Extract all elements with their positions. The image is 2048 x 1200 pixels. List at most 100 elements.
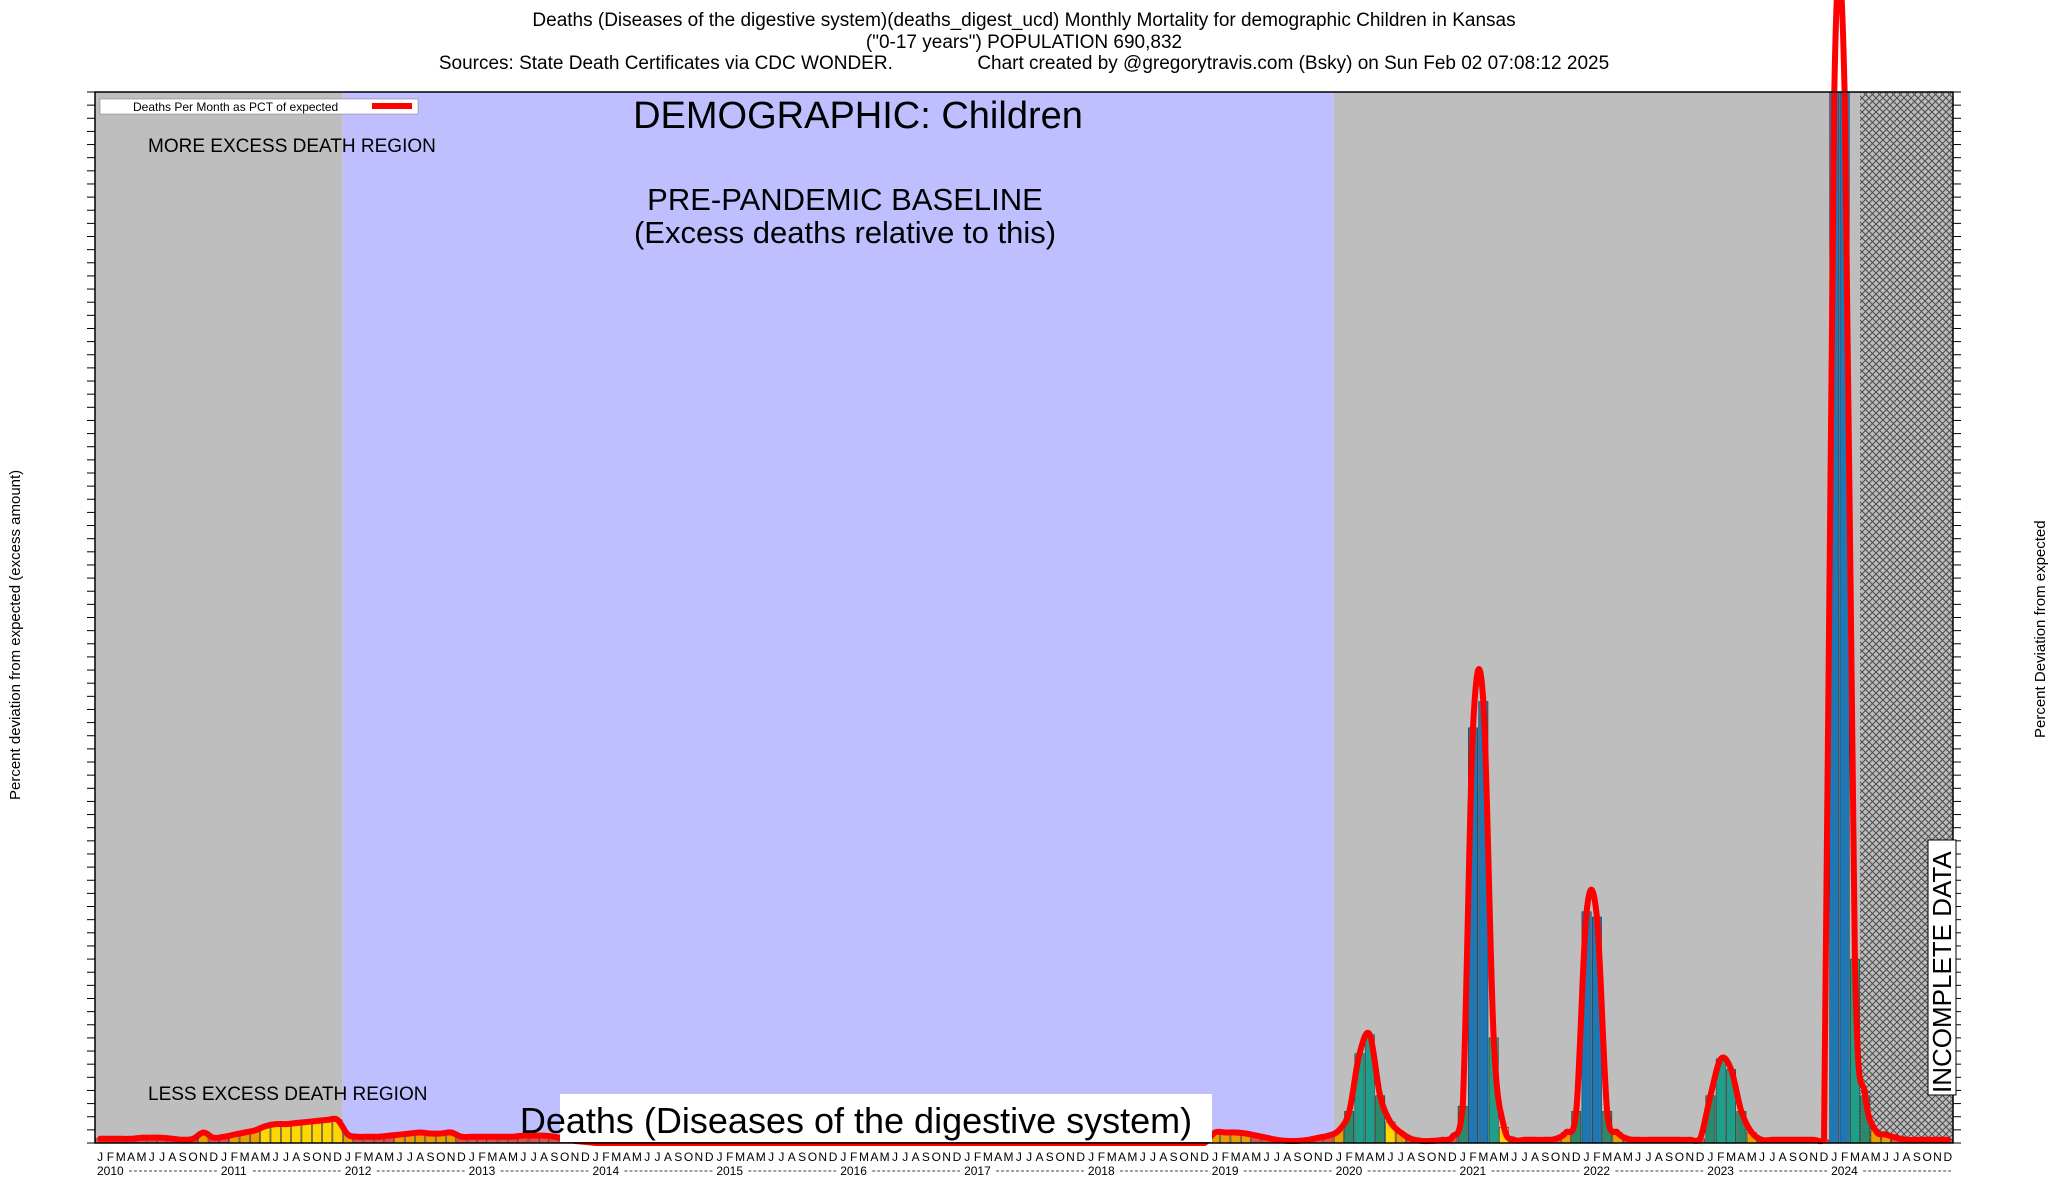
x-tick-month: N <box>818 1150 827 1164</box>
x-tick-month: O <box>436 1150 445 1164</box>
x-tick-month: A <box>1779 1150 1787 1164</box>
x-tick-month: J <box>1150 1150 1156 1164</box>
x-tick-month: A <box>623 1150 631 1164</box>
x-tick-month: A <box>540 1150 548 1164</box>
x-tick-month: O <box>312 1150 321 1164</box>
x-tick-month: J <box>1635 1150 1641 1164</box>
x-tick-month: N <box>323 1150 332 1164</box>
x-tick-month: S <box>179 1150 187 1164</box>
x-tick-month: S <box>1294 1150 1302 1164</box>
x-tick-month: F <box>1593 1150 1600 1164</box>
x-tick-month: J <box>1274 1150 1280 1164</box>
x-tick-month: D <box>953 1150 962 1164</box>
x-tick-year: 2018 <box>1088 1164 1115 1178</box>
x-tick-month: N <box>1685 1150 1694 1164</box>
x-tick-month: A <box>251 1150 259 1164</box>
y-axis-label-left: Percent deviation from expected (excess … <box>7 470 24 800</box>
x-tick-month: M <box>1251 1150 1261 1164</box>
x-tick-month: J <box>1584 1150 1590 1164</box>
x-tick-month: O <box>1303 1150 1312 1164</box>
x-tick-month: A <box>127 1150 135 1164</box>
legend-label: Deaths Per Month as PCT of expected <box>133 100 338 114</box>
x-tick-month: J <box>469 1150 475 1164</box>
x-tick-month: J <box>1522 1150 1528 1164</box>
x-tick-month: S <box>922 1150 930 1164</box>
x-tick-month: J <box>1140 1150 1146 1164</box>
x-tick-month: J <box>1016 1150 1022 1164</box>
x-tick-month: N <box>1190 1150 1199 1164</box>
x-tick-month: F <box>1469 1150 1476 1164</box>
x-tick-month: S <box>1913 1150 1921 1164</box>
x-tick-year: 2022 <box>1583 1164 1610 1178</box>
incomplete-data-text: INCOMPLETE DATA <box>1927 851 1957 1093</box>
x-tick-month: D <box>829 1150 838 1164</box>
x-tick-month: A <box>1861 1150 1869 1164</box>
x-tick-month: M <box>384 1150 394 1164</box>
x-tick-month: J <box>593 1150 599 1164</box>
x-tick-month: A <box>375 1150 383 1164</box>
x-tick-month: S <box>303 1150 311 1164</box>
chart-title-line-1: Deaths (Diseases of the digestive system… <box>532 10 1516 31</box>
x-tick-month: O <box>932 1150 941 1164</box>
x-tick-month: A <box>1283 1150 1291 1164</box>
x-tick-month: A <box>1159 1150 1167 1164</box>
x-tick-month: O <box>1055 1150 1064 1164</box>
x-tick-month: J <box>1707 1150 1713 1164</box>
x-tick-month: D <box>1324 1150 1333 1164</box>
x-tick-month: J <box>1264 1150 1270 1164</box>
x-tick-month: J <box>964 1150 970 1164</box>
x-tick-year: 2015 <box>716 1164 743 1178</box>
x-tick-month: S <box>674 1150 682 1164</box>
x-tick-month: M <box>508 1150 518 1164</box>
region-pre-baseline <box>95 92 343 1143</box>
x-tick-month: J <box>840 1150 846 1164</box>
x-tick-month: D <box>581 1150 590 1164</box>
x-tick-year: 2017 <box>964 1164 991 1178</box>
x-tick-month: M <box>487 1150 497 1164</box>
x-tick-month: O <box>1179 1150 1188 1164</box>
x-tick-month: M <box>756 1150 766 1164</box>
legend: Deaths Per Month as PCT of expected <box>99 98 419 115</box>
x-tick-month: N <box>1314 1150 1323 1164</box>
x-tick-month: O <box>1551 1150 1560 1164</box>
x-tick-month: S <box>1665 1150 1673 1164</box>
x-tick-month: J <box>283 1150 289 1164</box>
x-tick-month: J <box>221 1150 227 1164</box>
x-tick-month: J <box>1336 1150 1342 1164</box>
x-tick-month: M <box>1499 1150 1509 1164</box>
x-tick-month: O <box>560 1150 569 1164</box>
bar <box>322 1119 333 1144</box>
x-tick-month: J <box>778 1150 784 1164</box>
x-tick-month: D <box>1076 1150 1085 1164</box>
x-tick-month: M <box>1354 1150 1364 1164</box>
x-tick-month: M <box>735 1150 745 1164</box>
x-tick-month: F <box>1841 1150 1848 1164</box>
x-tick-month: N <box>1438 1150 1447 1164</box>
x-tick-month: A <box>994 1150 1002 1164</box>
x-tick-year: 2014 <box>592 1164 619 1178</box>
x-tick-month: M <box>1747 1150 1757 1164</box>
x-tick-month: J <box>1088 1150 1094 1164</box>
x-tick-month: F <box>107 1150 114 1164</box>
x-tick-month: M <box>1127 1150 1137 1164</box>
x-tick-month: A <box>746 1150 754 1164</box>
x-tick-month: S <box>1417 1150 1425 1164</box>
chart-title-line-3: Sources: State Death Certificates via CD… <box>438 53 1610 74</box>
x-tick-month: F <box>726 1150 733 1164</box>
x-tick-month: J <box>1893 1150 1899 1164</box>
x-tick-year: 2023 <box>1707 1164 1734 1178</box>
x-tick-month: D <box>1944 1150 1953 1164</box>
x-tick-month: D <box>1696 1150 1705 1164</box>
x-tick-month: M <box>632 1150 642 1164</box>
x-tick-month: J <box>1511 1150 1517 1164</box>
x-tick-month: F <box>1098 1150 1105 1164</box>
x-tick-month: J <box>716 1150 722 1164</box>
x-tick-month: J <box>1883 1150 1889 1164</box>
x-tick-month: A <box>416 1150 424 1164</box>
x-tick-month: D <box>457 1150 466 1164</box>
x-tick-month: D <box>209 1150 218 1164</box>
x-tick-month: J <box>520 1150 526 1164</box>
subtitle-text: Deaths (Diseases of the digestive system… <box>520 1100 1192 1141</box>
x-tick-month: M <box>1726 1150 1736 1164</box>
